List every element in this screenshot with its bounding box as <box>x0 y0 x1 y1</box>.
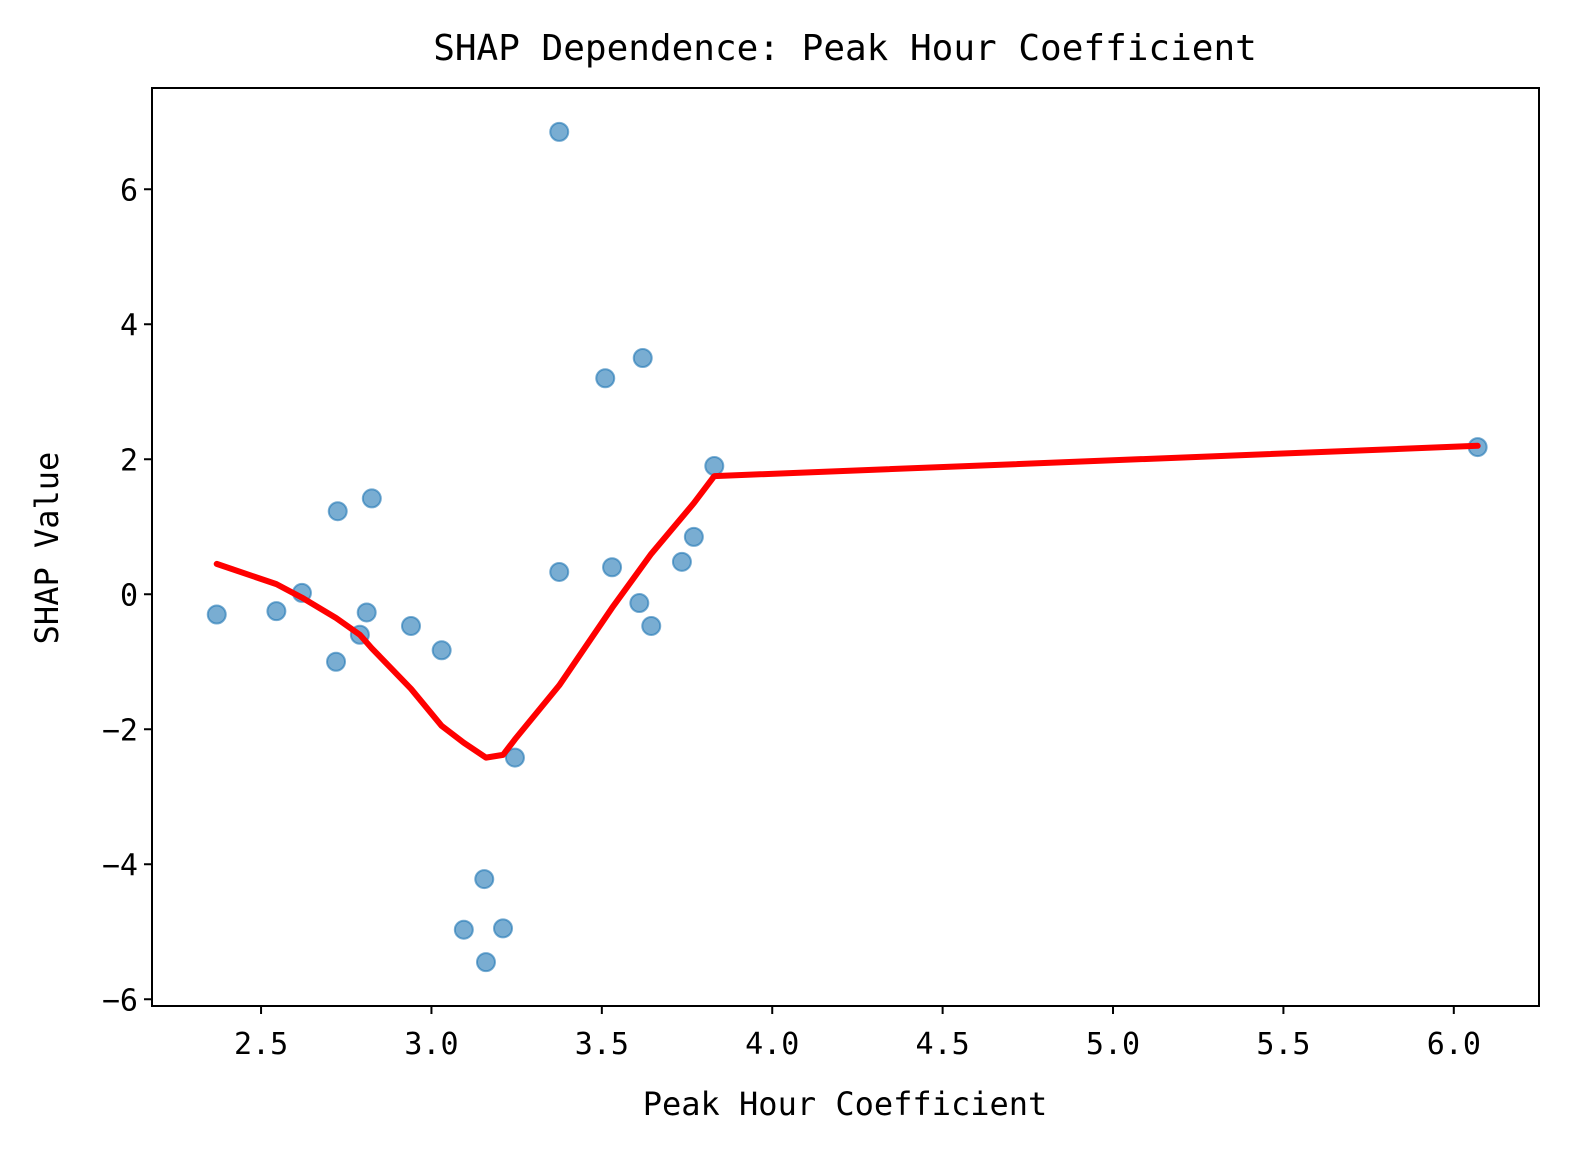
y-tick-label: 2 <box>120 443 138 478</box>
scatter-point <box>266 601 287 622</box>
y-tick-label: 4 <box>120 308 138 343</box>
scatter-point <box>453 919 474 940</box>
y-tick-label: −4 <box>102 848 138 883</box>
scatter-point <box>641 615 662 636</box>
scatter-point <box>361 488 382 509</box>
scatter-point <box>549 561 570 582</box>
scatter-point <box>400 615 421 636</box>
x-tick-label: 5.5 <box>1256 1027 1310 1062</box>
y-tick-label: 6 <box>120 173 138 208</box>
x-axis: 2.5 3.0 3.5 4.0 4.5 5.0 5.5 6.0 <box>234 1006 1481 1062</box>
scatter-point <box>356 602 377 623</box>
scatter-point <box>632 348 653 368</box>
scatter-point <box>504 747 525 768</box>
x-tick-label: 4.0 <box>745 1027 799 1062</box>
plot-frame <box>151 87 1540 1007</box>
scatter-point <box>474 869 495 890</box>
chart-title: SHAP Dependence: Peak Hour Coefficient <box>433 28 1257 69</box>
y-axis: −6 −4 −2 0 2 4 6 <box>102 173 152 1018</box>
plot-area <box>151 87 1540 1007</box>
x-tick-label: 2.5 <box>234 1027 288 1062</box>
scatter-point <box>326 651 347 672</box>
x-tick-label: 5.0 <box>1086 1027 1140 1062</box>
scatter-point <box>704 456 725 476</box>
scatter-series <box>206 121 1488 973</box>
x-axis-label: Peak Hour Coefficient <box>643 1085 1048 1123</box>
x-tick-label: 3.0 <box>404 1027 458 1062</box>
scatter-point <box>602 557 623 578</box>
scatter-point <box>431 640 452 661</box>
trend-line <box>213 442 1481 761</box>
y-tick-label: −2 <box>102 713 138 748</box>
scatter-point <box>475 952 496 973</box>
scatter-point <box>549 121 570 142</box>
scatter-point <box>671 551 692 572</box>
scatter-point <box>595 368 616 389</box>
scatter-point <box>683 526 704 547</box>
y-axis-label: SHAP Value <box>28 452 66 645</box>
scatter-point <box>493 918 514 939</box>
series-layer <box>206 121 1488 973</box>
x-tick-label: 3.5 <box>575 1027 629 1062</box>
y-tick-label: −6 <box>102 983 138 1018</box>
y-tick-label: 0 <box>120 578 138 613</box>
scatter-point <box>206 604 227 625</box>
scatter-point <box>327 501 348 522</box>
x-tick-label: 6.0 <box>1427 1027 1481 1062</box>
scatter-point <box>629 593 650 614</box>
x-tick-label: 4.5 <box>916 1027 970 1062</box>
